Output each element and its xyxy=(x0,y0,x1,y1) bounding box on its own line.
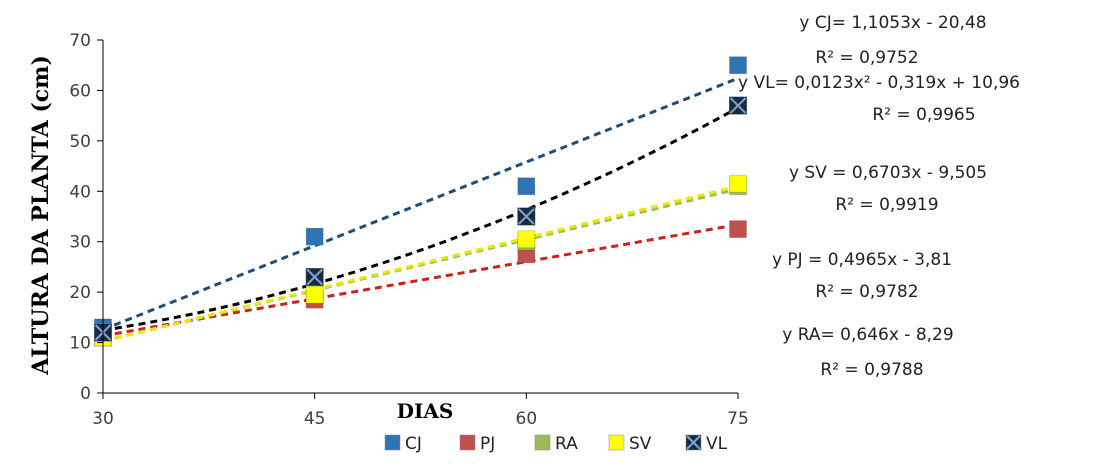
equation-vl: y VL= 0,0123x² - 0,319x + 10,96 xyxy=(738,73,1020,93)
legend-item-sv: SV xyxy=(608,434,652,454)
y-tick-label: 20 xyxy=(69,283,91,303)
marker-cj xyxy=(729,56,747,75)
x-tick-label: 75 xyxy=(727,409,749,429)
legend-swatch xyxy=(534,434,551,451)
marker-cross xyxy=(306,268,323,286)
y-tick-label: 60 xyxy=(69,81,91,101)
y-tick-label: 10 xyxy=(69,334,91,354)
r2-sv: R² = 0,9919 xyxy=(835,195,938,215)
marker-square xyxy=(517,177,536,196)
y-tick-label: 0 xyxy=(80,384,91,404)
marker-square xyxy=(729,174,747,193)
r2-cj: R² = 0,9752 xyxy=(815,48,918,68)
legend-swatch xyxy=(608,434,625,451)
marker-square xyxy=(517,230,536,249)
y-tick-label: 50 xyxy=(69,132,91,152)
legend-item-pj: PJ xyxy=(459,434,495,454)
trendline-vl xyxy=(102,106,739,332)
marker-sv xyxy=(729,174,747,193)
equation-ra: y RA= 0,646x - 8,29 xyxy=(782,325,953,345)
y-tick-label: 70 xyxy=(69,31,91,51)
marker-sv xyxy=(517,230,536,249)
legend-label: RA xyxy=(555,434,578,454)
legend-cross xyxy=(686,435,701,450)
x-tick-label: 60 xyxy=(516,409,538,429)
equation-sv: y SV = 0,6703x - 9,505 xyxy=(789,163,987,183)
legend-swatch xyxy=(384,434,401,451)
x-axis-label: DIAS xyxy=(397,399,454,423)
y-axis-label: ALTURA DA PLANTA (cm) xyxy=(28,55,54,376)
legend-item-cj: CJ xyxy=(384,434,422,454)
legend-item-ra: RA xyxy=(534,434,578,454)
r2-ra: R² = 0,9788 xyxy=(820,360,923,380)
equation-cj: y CJ= 1,1053x - 20,48 xyxy=(799,13,986,33)
marker-pj xyxy=(729,220,747,239)
legend-item-vl: VL xyxy=(685,434,728,454)
marker-square xyxy=(729,56,747,75)
x-tick-label: 30 xyxy=(92,409,114,429)
legend-label: CJ xyxy=(405,434,422,454)
x-tick-label: 45 xyxy=(304,409,326,429)
r2-vl: R² = 0,9965 xyxy=(872,105,975,125)
y-tick-label: 40 xyxy=(69,182,91,202)
legend-label: PJ xyxy=(480,434,495,454)
legend-label: SV xyxy=(629,434,652,454)
y-tick-label: 30 xyxy=(69,233,91,253)
marker-cross xyxy=(729,97,747,114)
marker-cj xyxy=(517,177,536,196)
marker-vl xyxy=(729,96,747,115)
trendline-cj xyxy=(102,76,739,331)
legend-label: VL xyxy=(706,434,728,454)
marker-square xyxy=(305,285,324,304)
legend-swatch xyxy=(459,434,476,451)
marker-square xyxy=(729,220,747,239)
r2-pj: R² = 0,9782 xyxy=(815,282,918,302)
marker-cj xyxy=(305,227,324,246)
trendline-sv xyxy=(102,184,739,343)
marker-vl xyxy=(305,268,324,287)
marker-vl xyxy=(517,207,536,226)
equation-pj: y PJ = 0,4965x - 3,81 xyxy=(772,250,952,270)
marker-cross xyxy=(518,208,535,225)
marker-sv xyxy=(305,285,324,304)
marker-square xyxy=(305,227,324,246)
